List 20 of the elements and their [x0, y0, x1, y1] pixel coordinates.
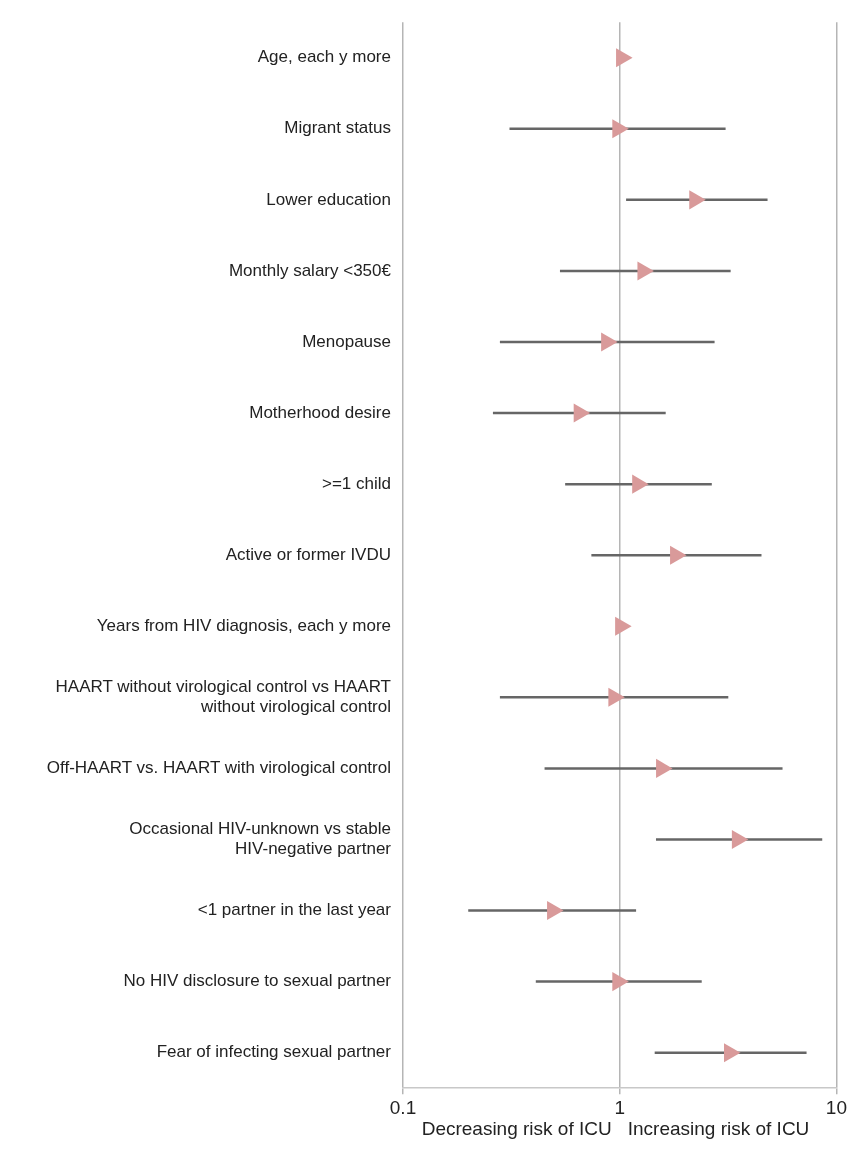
- x-tick-label: 10: [825, 1096, 847, 1118]
- x-tick-label: 0.1: [389, 1096, 417, 1118]
- text: Decreasing risk of ICU: [421, 1118, 612, 1140]
- y-tick-label: Lower education: [266, 189, 391, 209]
- y-tick-label: >=1 child: [322, 473, 391, 493]
- y-tick-label: <1 partner in the last year: [197, 900, 392, 920]
- x-tick-label: 1: [614, 1096, 626, 1118]
- y-tick-label: Occasional HIV-unknown vs stable HIV-negative partner: [129, 818, 392, 859]
- y-tick-label: Off-HAART vs. HAART with virological control: [46, 758, 391, 778]
- y-tick-label: Monthly salary <350€: [228, 260, 392, 280]
- y-tick-label: No HIV disclosure to sexual partner: [123, 971, 392, 991]
- y-tick-label: Motherhood desire: [249, 402, 391, 422]
- y-tick-label: Menopause: [302, 331, 391, 351]
- y-tick-label: Age, each y more: [257, 47, 391, 67]
- y-tick-label: Fear of infecting sexual partner: [156, 1042, 392, 1062]
- y-tick-label: Active or former IVDU: [225, 544, 391, 564]
- y-tick-label: Years from HIV diagnosis, each y more: [96, 615, 391, 635]
- y-tick-label: Migrant status: [284, 118, 391, 138]
- y-tick-label: HAART without virological control vs HAART without virological control: [55, 676, 391, 717]
- text: Increasing risk of ICU: [627, 1118, 810, 1140]
